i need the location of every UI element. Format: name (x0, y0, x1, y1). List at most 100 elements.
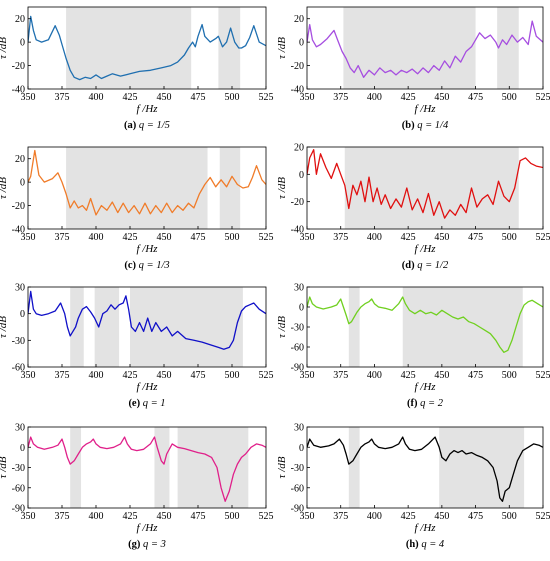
y-axis-label: τ /dB (276, 456, 288, 478)
y-tick-label: 20 (294, 14, 304, 25)
y-tick-label: -90 (291, 363, 304, 374)
y-tick-label: -40 (291, 85, 304, 96)
x-tick-label: 375 (333, 370, 348, 381)
x-tick-label: 425 (401, 370, 416, 381)
x-tick-label: 425 (401, 232, 416, 243)
y-tick-label: -30 (12, 336, 25, 347)
panel-caption: (f) q = 2 (407, 398, 444, 409)
x-axis-label: f /Hz (136, 381, 158, 393)
plot-frame (27, 6, 267, 90)
x-tick-label: 425 (123, 370, 138, 381)
x-tick-label: 350 (21, 92, 36, 103)
x-tick-label: 375 (333, 92, 348, 103)
chart-panel-b: 350 375 400 425 450 475 500 525 -40 -20 0 20 f /Hz τ … (276, 6, 550, 131)
x-tick-label: 350 (300, 92, 315, 103)
x-tick-label: 400 (367, 92, 382, 103)
y-tick-label: -20 (291, 197, 304, 208)
y-tick-label: -30 (291, 323, 304, 334)
series-line (307, 149, 543, 219)
shaded-band (154, 427, 170, 508)
series-line (28, 436, 266, 502)
x-tick-label: 375 (55, 232, 70, 243)
y-axis-label: τ /dB (0, 456, 9, 478)
x-axis-label: f /Hz (136, 243, 158, 255)
shaded-band (219, 147, 241, 229)
x-tick-label: 350 (300, 511, 315, 522)
x-tick-label: 500 (225, 511, 240, 522)
x-tick-label: 475 (468, 370, 483, 381)
shaded-band (348, 427, 360, 508)
y-tick-label: 30 (294, 423, 304, 434)
chart-panel-g: 350 375 400 425 450 475 500 525 -90 -60 -30 0 30 f /H… (0, 423, 274, 551)
x-tick-label: 350 (300, 370, 315, 381)
x-tick-label: 500 (225, 370, 240, 381)
y-tick-label: -30 (12, 463, 25, 474)
x-tick-label: 350 (21, 511, 36, 522)
x-tick-label: 500 (502, 511, 517, 522)
chart-panel-d: 350 375 400 425 450 475 500 525 -40 -20 0 20 f /Hz τ … (276, 143, 550, 272)
x-tick-label: 425 (401, 92, 416, 103)
x-tick-label: 425 (123, 511, 138, 522)
series-line (307, 20, 543, 78)
x-tick-label: 450 (157, 232, 172, 243)
y-tick-label: 30 (15, 423, 25, 434)
x-tick-label: 525 (259, 232, 274, 243)
y-tick-label: -30 (291, 463, 304, 474)
x-tick-label: 350 (300, 232, 315, 243)
shaded-band (66, 147, 208, 229)
x-tick-label: 525 (259, 511, 274, 522)
series-line (28, 15, 266, 81)
x-tick-label: 450 (434, 511, 449, 522)
x-tick-label: 375 (333, 511, 348, 522)
x-tick-label: 525 (536, 511, 550, 522)
chart-panel-h: 350 375 400 425 450 475 500 525 -90 -60 -30 0 30 f /H… (276, 423, 550, 551)
y-axis-label: τ /dB (276, 37, 288, 59)
y-tick-label: 0 (20, 443, 25, 454)
y-axis-label: τ /dB (276, 316, 288, 338)
series-line (28, 149, 266, 216)
y-tick-label: -60 (12, 363, 25, 374)
y-tick-label: 0 (299, 303, 304, 314)
panel-caption: (g) q = 3 (128, 539, 166, 550)
x-tick-label: 375 (55, 92, 70, 103)
x-tick-label: 450 (157, 511, 172, 522)
y-tick-label: 30 (15, 283, 25, 294)
y-tick-label: 0 (20, 309, 25, 320)
x-tick-label: 375 (333, 232, 348, 243)
chart-panel-c: 350 375 400 425 450 475 500 525 -40 -20 0 20 f /Hz τ … (0, 146, 274, 271)
chart-panel-a: 350 375 400 425 450 475 500 525 -40 -20 0 20 f /Hz τ … (0, 6, 274, 131)
x-tick-label: 475 (468, 232, 483, 243)
x-tick-label: 400 (367, 511, 382, 522)
panel-caption: (a) q = 1/5 (124, 120, 170, 131)
x-tick-label: 400 (367, 232, 382, 243)
x-tick-label: 525 (536, 370, 550, 381)
x-tick-label: 500 (502, 232, 517, 243)
x-tick-label: 475 (468, 92, 483, 103)
x-tick-label: 475 (191, 511, 206, 522)
x-tick-label: 450 (434, 232, 449, 243)
y-tick-label: 20 (15, 154, 25, 165)
x-tick-label: 475 (191, 92, 206, 103)
shaded-band (344, 147, 519, 229)
x-tick-label: 525 (259, 92, 274, 103)
x-tick-label: 375 (55, 511, 70, 522)
shaded-band (66, 7, 192, 89)
y-tick-label: 0 (299, 443, 304, 454)
shaded-band (348, 287, 360, 367)
x-tick-label: 425 (123, 92, 138, 103)
plot-frame (306, 146, 544, 230)
y-tick-label: -20 (12, 201, 25, 212)
shaded-band (402, 287, 523, 367)
x-tick-label: 500 (502, 370, 517, 381)
x-axis-label: f /Hz (136, 522, 158, 534)
x-axis-label: f /Hz (136, 103, 158, 115)
y-axis-label: τ /dB (276, 177, 288, 199)
shaded-band (70, 287, 84, 367)
x-tick-label: 450 (157, 92, 172, 103)
plot-frame (27, 286, 267, 368)
x-axis-label: f /Hz (414, 243, 436, 255)
shaded-band (439, 427, 525, 508)
x-tick-label: 425 (123, 232, 138, 243)
chart-panel-e: 350 375 400 425 450 475 500 525 -60 -30 0 30 f /Hz τ … (0, 283, 274, 410)
